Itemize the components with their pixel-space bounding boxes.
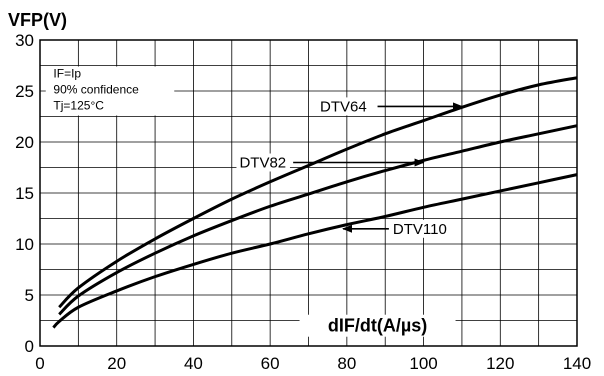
condition-line: IF=Ip [53,67,81,81]
y-axis-title: VFP(V) [8,10,67,30]
series-lines [52,76,578,329]
y-tick-label: 20 [15,133,34,152]
y-tick-label: 25 [15,82,34,101]
series-line-dtv82 [58,124,578,316]
x-tick-label: 60 [261,354,280,373]
annotation-label-dtv82: DTV82 [239,155,286,172]
x-tick-label: 0 [35,354,44,373]
x-axis-title: dIF/dt(A/µs) [328,316,427,336]
annotation-background [317,97,371,116]
x-tick-label: 100 [409,354,437,373]
x-tick-label: 40 [184,354,203,373]
annotation-label-dtv64: DTV64 [320,98,367,115]
series-annotations: DTV64 DTV82 DTV110 [236,97,463,238]
annotation-background [389,219,453,238]
y-tick-label: 30 [15,31,34,50]
annotation-background [236,153,290,172]
series-line-dtv110 [52,173,578,329]
conditions-box: IF=Ip 90% confidence Tj=125°C [45,66,175,116]
plot-frame [39,39,578,347]
y-tick-label: 15 [15,184,34,203]
x-axis-title-background [299,314,456,337]
conditions-background [45,66,175,116]
y-tick-label: 5 [25,286,34,305]
x-tick-label: 80 [337,354,356,373]
annotation-label-dtv110: DTV110 [393,221,447,238]
tick-labels: 0 20 40 60 80 100 120 140 0 5 10 15 20 25 30 [15,31,591,373]
x-tick-label: 20 [107,354,126,373]
y-tick-label: 10 [15,235,34,254]
condition-line: 90% confidence [53,83,139,97]
y-tick-label: 0 [25,337,34,356]
plot-border [39,39,578,347]
condition-line: Tj=125°C [53,99,104,113]
x-tick-label: 140 [563,354,591,373]
x-tick-label: 120 [486,354,514,373]
series-line-dtv64 [58,76,578,309]
